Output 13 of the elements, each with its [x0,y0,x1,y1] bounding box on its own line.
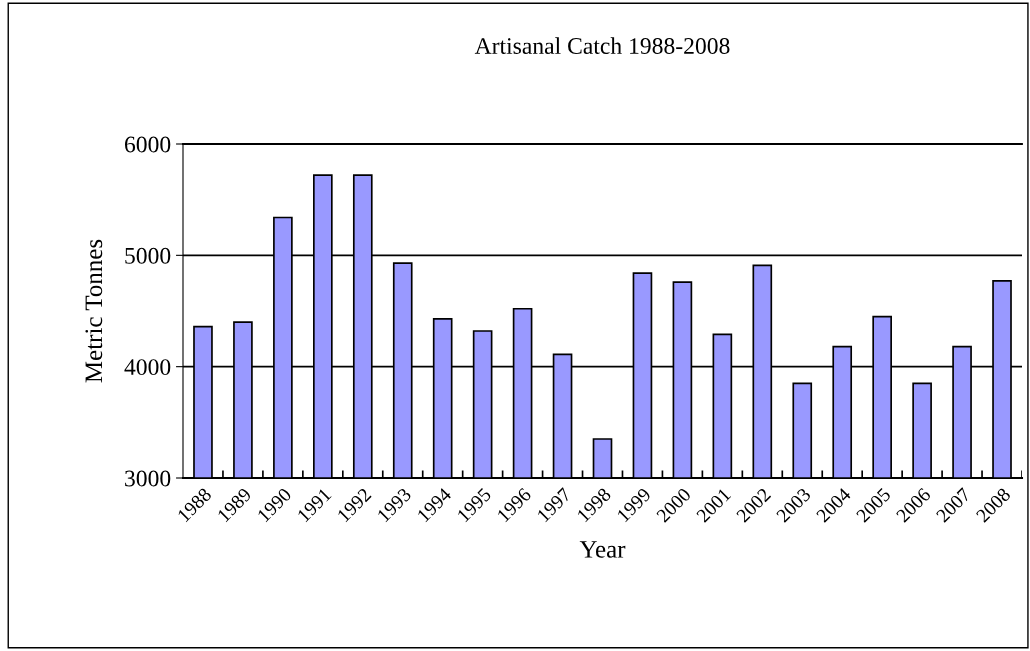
y-tick-label: 3000 [125,470,171,487]
chart-title: Artisanal Catch 1988-2008 [474,37,730,54]
x-tick-label: 1992 [336,487,372,523]
x-tick-label: 1989 [217,487,253,523]
y-tick-label: 6000 [124,136,171,153]
x-tick-label: 1990 [256,487,293,523]
x-tick-label: 1993 [376,487,412,523]
y-tick-label: 5000 [125,247,171,264]
y-axis-title: Metric Tonnes [85,239,103,383]
y-tick-label: 4000 [124,359,171,376]
x-axis-title: Year [579,541,626,558]
x-tick-label: 1999 [616,487,652,523]
x-tick-label: 1991 [296,487,332,523]
